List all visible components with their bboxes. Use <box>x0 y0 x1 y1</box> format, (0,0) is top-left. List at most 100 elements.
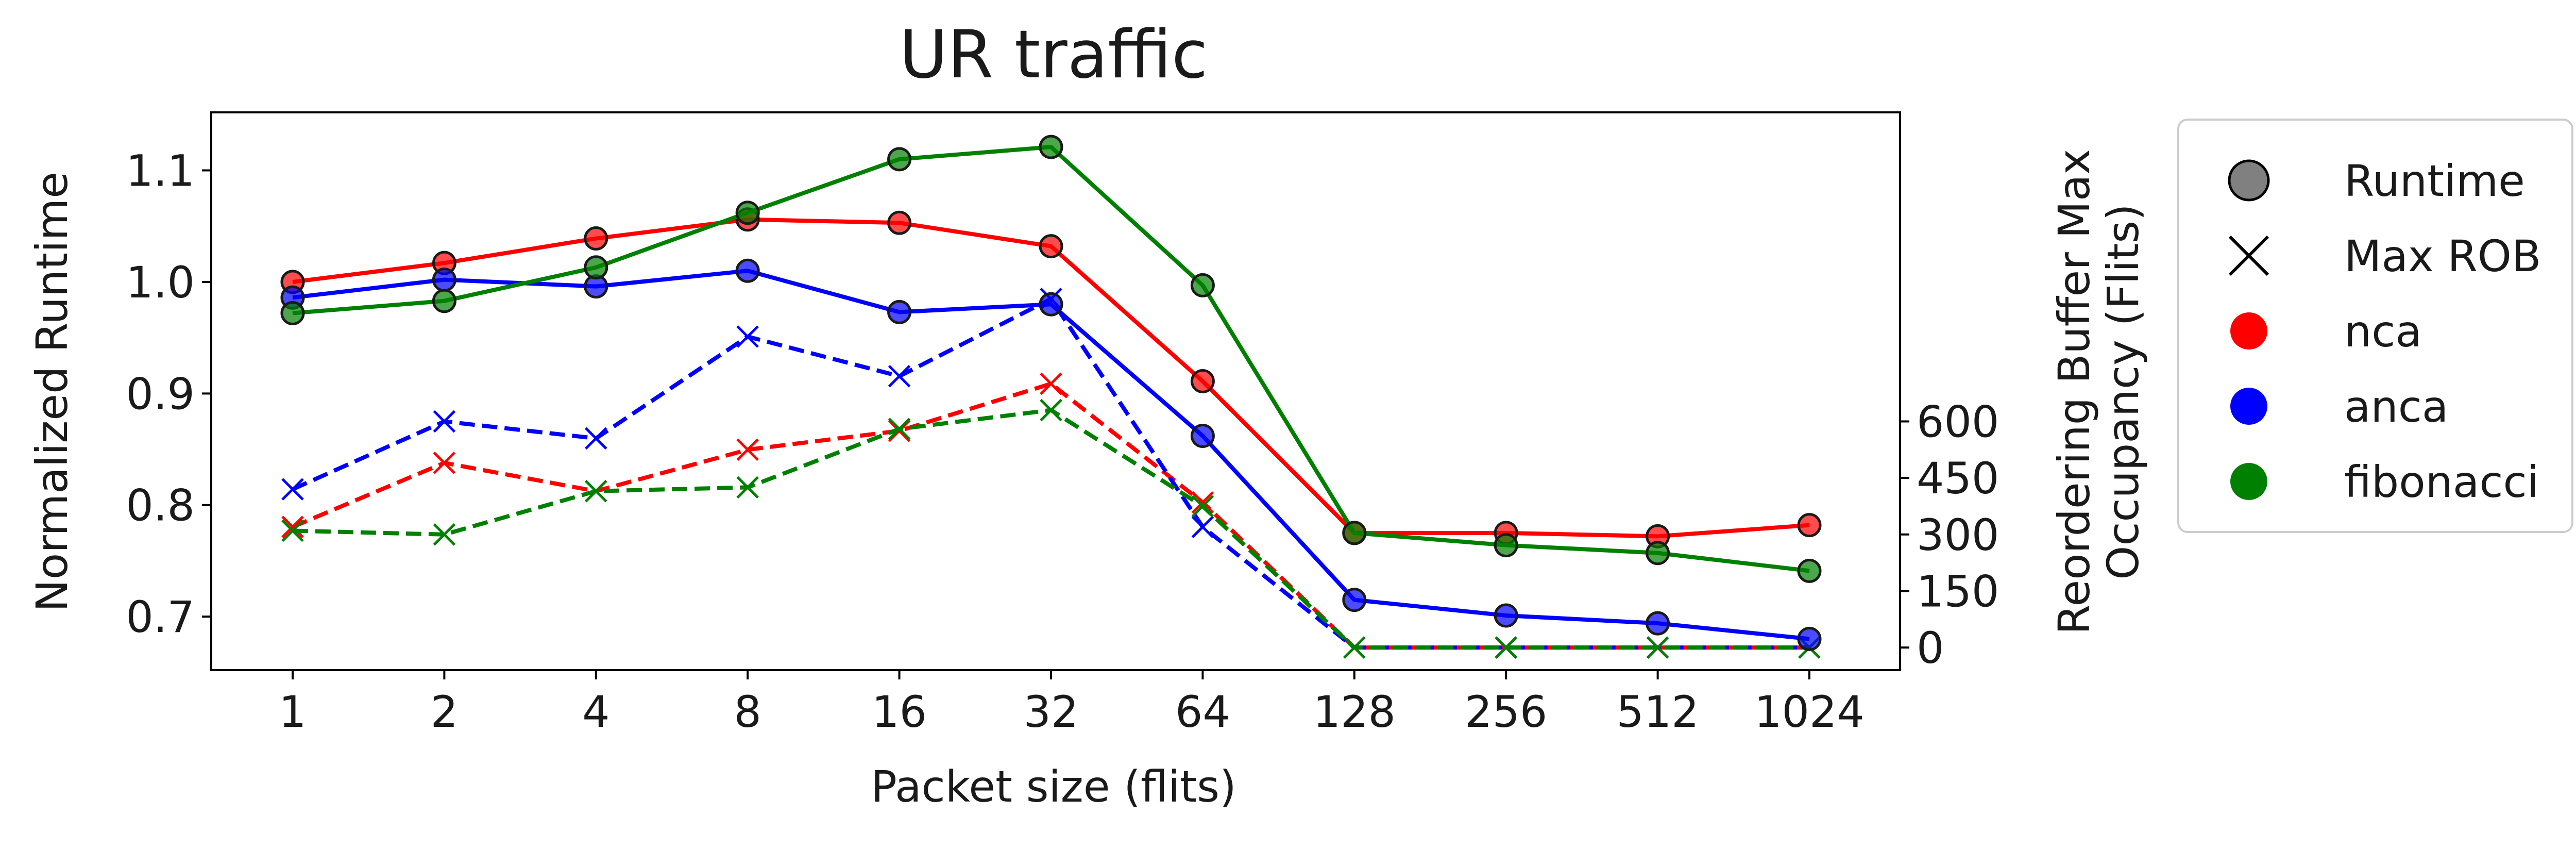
legend-item: Runtime <box>2228 156 2525 206</box>
series-line <box>292 296 1809 650</box>
y-right-tick-label: 0 <box>1917 623 1944 673</box>
data-point-circle <box>1190 369 1215 394</box>
data-point-x <box>585 427 607 450</box>
data-point-circle <box>1797 513 1822 538</box>
y-axis-right: 0 150 300 450 600 <box>1900 396 1999 673</box>
data-point-x <box>1191 516 1214 538</box>
x-tick-label: 32 <box>1024 687 1079 737</box>
series-line <box>292 217 1810 539</box>
y-axis-right-label-line-2: Occupancy (Flits) <box>2098 204 2148 580</box>
series-nca-runtime <box>280 207 1822 548</box>
plot-frame <box>210 111 1901 671</box>
x-tick-label: 256 <box>1465 687 1547 737</box>
data-point-circle <box>1039 135 1063 159</box>
y-tick-label: 1.0 <box>126 257 195 308</box>
data-point-circle <box>887 300 912 324</box>
data-point-x <box>1343 636 1366 659</box>
legend-marker-x <box>2228 235 2269 276</box>
y-tick-label: 1.1 <box>126 146 195 196</box>
data-point-x <box>1040 372 1062 395</box>
data-point-circle <box>1797 626 1822 651</box>
data-point-circle <box>1342 521 1367 545</box>
data-point-circle <box>1646 541 1670 566</box>
y-tick-label: 0.8 <box>126 480 195 531</box>
y-right-tick-label: 600 <box>1917 396 1999 447</box>
data-point-circle <box>584 255 608 280</box>
y-axis-label: Normalized Runtime <box>27 172 77 612</box>
data-point-x <box>433 452 456 474</box>
data-point-circle <box>1646 611 1670 636</box>
data-point-circle <box>1039 292 1063 317</box>
legend-item: nca <box>2230 306 2422 357</box>
data-point-x <box>736 325 759 348</box>
series-line <box>292 408 1809 650</box>
y-right-tick-label: 450 <box>1917 453 1999 504</box>
data-point-circle <box>887 210 912 235</box>
data-point-x <box>281 478 304 501</box>
data-point-x <box>281 516 304 538</box>
series-line <box>292 145 1810 573</box>
x-tick-label: 16 <box>872 687 927 737</box>
chart-title: UR traffic <box>900 16 1208 93</box>
x-tick-label: 128 <box>1313 687 1396 737</box>
y-right-tick-label: 150 <box>1917 566 1999 617</box>
legend-label: nca <box>2344 306 2422 357</box>
data-point-circle <box>735 258 760 283</box>
data-point-circle <box>1039 234 1063 259</box>
legend-item: anca <box>2230 381 2448 432</box>
data-point-circle <box>735 201 760 225</box>
data-point-x <box>888 418 911 440</box>
legend-frame <box>2177 119 2573 533</box>
legend-label: Max ROB <box>2344 231 2541 281</box>
data-point-x <box>888 364 911 388</box>
legend-marker-dot <box>2230 388 2267 425</box>
data-point-x <box>1191 495 1214 518</box>
legend-label: Runtime <box>2344 156 2525 206</box>
series-fibonacci-max-rob <box>281 398 1821 659</box>
x-tick-label: 1 <box>279 687 306 737</box>
legend-label: anca <box>2344 381 2448 432</box>
data-point-x <box>433 523 456 546</box>
x-tick-label: 512 <box>1616 687 1699 737</box>
plot-area <box>280 135 1822 659</box>
x-tick-label: 4 <box>582 687 609 737</box>
x-tick-label: 1024 <box>1754 687 1865 737</box>
data-point-x <box>1040 398 1062 422</box>
series-anca-runtime <box>280 258 1822 651</box>
data-point-x <box>736 476 759 499</box>
data-point-circle <box>432 289 456 313</box>
y-right-tick-label: 300 <box>1917 510 1999 560</box>
data-point-circle <box>1494 603 1518 628</box>
data-point-x <box>281 519 304 542</box>
data-point-x <box>736 438 759 461</box>
series-line <box>292 269 1810 641</box>
data-point-circle <box>1342 588 1367 612</box>
data-point-circle <box>1494 533 1518 558</box>
x-tick-label: 8 <box>734 687 761 737</box>
legend-marker-dot <box>2230 463 2267 500</box>
data-point-circle <box>584 226 608 251</box>
x-tick-label: 2 <box>431 687 458 737</box>
data-point-circle <box>1190 424 1215 448</box>
data-point-x <box>585 479 607 503</box>
legend-marker-circle <box>2228 159 2270 202</box>
legend-item: fibonacci <box>2230 457 2539 507</box>
legend-marker-dot <box>2230 312 2267 350</box>
data-point-x <box>1495 636 1517 659</box>
x-axis-label: Packet size (flits) <box>871 761 1236 812</box>
x-axis: 1 2 4 8 16 32 64 128 256 512 1024 <box>279 670 1865 737</box>
series-line <box>292 381 1809 650</box>
data-point-circle <box>432 268 456 292</box>
series-anca-max-rob <box>281 288 1821 659</box>
data-point-x <box>1646 636 1669 659</box>
legend-label: fibonacci <box>2344 457 2539 507</box>
y-axis-right-label-line-1: Reordering Buffer Max <box>2049 149 2099 635</box>
data-point-circle <box>887 147 912 172</box>
data-point-x <box>1191 491 1214 514</box>
y-axis-right-label: Reordering Buffer Max Occupancy (Flits) <box>2049 149 2148 635</box>
data-point-x <box>433 410 456 433</box>
series-fibonacci-runtime <box>280 135 1822 583</box>
y-axis-left: 0.7 0.8 0.9 1.0 1.1 <box>126 146 211 642</box>
y-tick-label: 0.9 <box>126 369 195 419</box>
